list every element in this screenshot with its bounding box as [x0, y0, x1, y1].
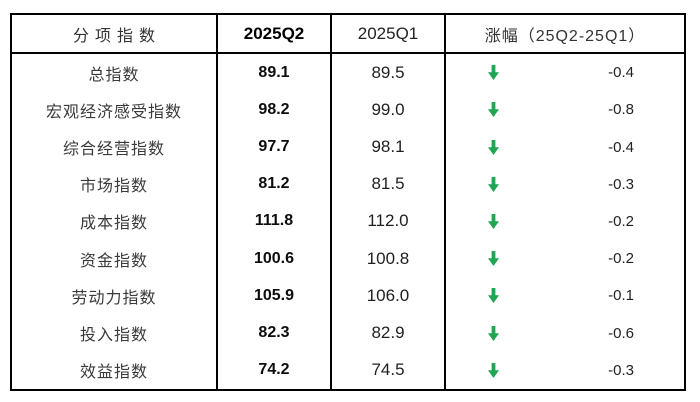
q2-value: 74.2 [218, 351, 332, 389]
change-value: -0.3 [608, 361, 634, 379]
change-value: -0.2 [608, 250, 634, 268]
row-label: 投入指数 [12, 314, 218, 352]
change-value: -0.6 [608, 324, 634, 342]
row-label: 资金指数 [12, 240, 218, 278]
q1-value: 82.9 [332, 314, 446, 352]
q2-value: 100.6 [218, 240, 332, 278]
change-cell: -0.3 [446, 166, 684, 203]
change-cell: -0.1 [446, 277, 684, 314]
change-cell: -0.3 [446, 352, 684, 389]
q2-value: 98.2 [218, 91, 332, 129]
row-label: 市场指数 [12, 165, 218, 203]
down-arrow-icon [488, 176, 499, 192]
down-arrow-icon [488, 251, 499, 267]
q2-value: 89.1 [218, 54, 332, 92]
change-cell: -0.4 [446, 128, 684, 165]
change-value: -0.1 [608, 287, 634, 305]
q1-value: 112.0 [332, 202, 446, 241]
q2-value: 111.8 [218, 202, 332, 241]
down-arrow-icon [488, 213, 499, 229]
column-header-2025q1: 2025Q1 [332, 15, 446, 54]
q1-value: 99.0 [332, 91, 446, 129]
down-arrow-icon [488, 325, 499, 341]
change-value: -0.3 [608, 175, 634, 193]
down-arrow-icon [488, 288, 499, 304]
change-cell: -0.8 [446, 91, 684, 128]
change-value: -0.4 [608, 138, 634, 156]
q1-value: 81.5 [332, 165, 446, 203]
row-label: 综合经营指数 [12, 128, 218, 166]
q1-value: 106.0 [332, 277, 446, 315]
column-header-subindex: 分项指数 [12, 15, 218, 54]
row-label: 总指数 [12, 54, 218, 92]
q1-value: 98.1 [332, 128, 446, 166]
down-arrow-icon [488, 139, 499, 155]
q2-value: 105.9 [218, 277, 332, 315]
change-cell: -0.2 [446, 203, 684, 240]
change-cell: -0.4 [446, 54, 684, 91]
q2-value: 97.7 [218, 128, 332, 166]
row-label: 效益指数 [12, 351, 218, 389]
row-label: 劳动力指数 [12, 277, 218, 315]
q1-value: 89.5 [332, 54, 446, 92]
down-arrow-icon [488, 65, 499, 81]
q2-value: 82.3 [218, 314, 332, 352]
change-value: -0.2 [608, 212, 634, 230]
row-label: 成本指数 [12, 202, 218, 241]
column-header-change: 涨幅（25Q2-25Q1） [446, 15, 684, 54]
change-value: -0.4 [608, 64, 634, 82]
q2-value: 81.2 [218, 165, 332, 203]
q1-value: 100.8 [332, 240, 446, 278]
down-arrow-icon [488, 102, 499, 118]
q1-value: 74.5 [332, 351, 446, 389]
down-arrow-icon [488, 362, 499, 378]
change-value: -0.8 [608, 101, 634, 119]
column-header-2025q2: 2025Q2 [218, 15, 332, 54]
row-label: 宏观经济感受指数 [12, 91, 218, 129]
change-cell: -0.6 [446, 315, 684, 352]
index-table: 分项指数 2025Q2 2025Q1 涨幅（25Q2-25Q1） 总指数 89.… [10, 13, 686, 391]
change-cell: -0.2 [446, 240, 684, 277]
